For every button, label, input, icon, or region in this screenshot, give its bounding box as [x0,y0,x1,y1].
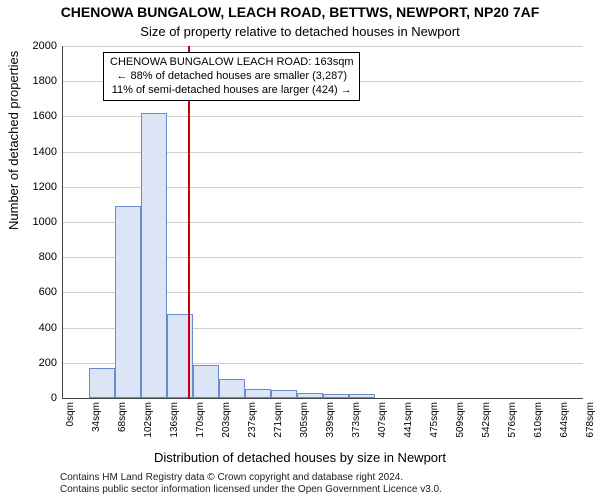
gridline [63,46,583,47]
x-tick-label: 0sqm [65,402,76,426]
histogram-bar [115,206,141,398]
x-tick-label: 271sqm [273,402,284,438]
chart-title-sub: Size of property relative to detached ho… [0,24,600,39]
y-tick-label: 1200 [17,181,57,193]
histogram-bar [297,393,323,398]
footer-line-2: Contains public sector information licen… [60,484,590,496]
x-tick-label: 339sqm [325,402,336,438]
x-tick-label: 407sqm [377,402,388,438]
y-tick-label: 1600 [17,110,57,122]
x-tick-label: 509sqm [455,402,466,438]
annotation-line: 11% of semi-detached houses are larger (… [110,84,353,98]
annotation-box: CHENOWA BUNGALOW LEACH ROAD: 163sqm← 88%… [103,52,360,101]
chart-title-main: CHENOWA BUNGALOW, LEACH ROAD, BETTWS, NE… [0,4,600,20]
histogram-bar [323,394,349,398]
x-tick-label: 542sqm [481,402,492,438]
histogram-bar [245,389,271,398]
footer-line-1: Contains HM Land Registry data © Crown c… [60,472,590,484]
x-tick-label: 475sqm [429,402,440,438]
x-tick-label: 644sqm [559,402,570,438]
y-tick-label: 1800 [17,75,57,87]
x-tick-label: 34sqm [91,402,102,432]
histogram-bar [219,379,245,398]
x-tick-label: 136sqm [169,402,180,438]
y-tick-label: 1000 [17,216,57,228]
x-tick-label: 373sqm [351,402,362,438]
y-tick-label: 600 [17,286,57,298]
x-tick-label: 678sqm [585,402,596,438]
x-tick-label: 441sqm [403,402,414,438]
y-tick-label: 0 [17,392,57,404]
histogram-bar [271,390,297,398]
histogram-bar [89,368,115,398]
x-tick-label: 610sqm [533,402,544,438]
x-tick-label: 576sqm [507,402,518,438]
y-tick-label: 2000 [17,40,57,52]
histogram-chart: CHENOWA BUNGALOW, LEACH ROAD, BETTWS, NE… [0,0,600,500]
x-tick-label: 305sqm [299,402,310,438]
histogram-bar [349,394,375,398]
y-tick-label: 200 [17,357,57,369]
x-axis-label: Distribution of detached houses by size … [0,450,600,465]
y-tick-label: 1400 [17,146,57,158]
histogram-bar [193,365,219,398]
x-tick-label: 203sqm [221,402,232,438]
x-tick-label: 68sqm [117,402,128,432]
y-tick-label: 800 [17,251,57,263]
x-tick-label: 102sqm [143,402,154,438]
y-tick-label: 400 [17,322,57,334]
plot-area: 02004006008001000120014001600180020000sq… [62,46,583,399]
annotation-line: CHENOWA BUNGALOW LEACH ROAD: 163sqm [110,56,353,70]
histogram-bar [141,113,167,398]
x-tick-label: 237sqm [247,402,258,438]
footer-attribution: Contains HM Land Registry data © Crown c… [60,472,590,495]
x-tick-label: 170sqm [195,402,206,438]
annotation-line: ← 88% of detached houses are smaller (3,… [110,70,353,84]
